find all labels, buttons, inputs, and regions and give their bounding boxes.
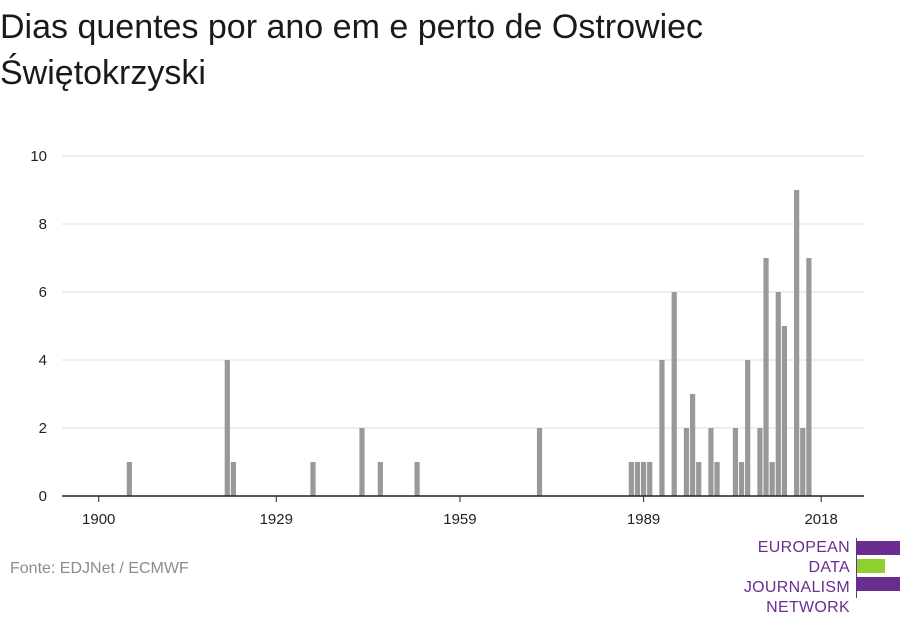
bar[interactable] — [659, 360, 665, 496]
bar[interactable] — [634, 462, 641, 496]
x-tick-label: 2018 — [804, 511, 837, 528]
bar[interactable] — [683, 428, 690, 496]
logo-bar-top — [857, 541, 900, 555]
axes: 0 2 4 6 8 10 1900 1929 1959 1989 2018 — [30, 148, 864, 528]
bar[interactable] — [806, 258, 812, 496]
bar[interactable] — [794, 190, 800, 496]
bar[interactable] — [536, 428, 543, 496]
logo-line-1: EUROPEAN — [757, 539, 850, 556]
bar[interactable] — [745, 360, 751, 496]
logo-bar-middle — [857, 559, 885, 573]
y-tick-label: 6 — [39, 284, 47, 301]
bar[interactable] — [671, 292, 677, 496]
source-note: Fonte: EDJNet / ECMWF — [10, 560, 189, 577]
bar[interactable] — [769, 462, 775, 496]
x-tick-label: 1900 — [82, 511, 115, 528]
chart-title: Dias quentes por ano em e perto de Ostro… — [0, 8, 704, 92]
bar[interactable] — [757, 428, 763, 496]
bar[interactable] — [647, 462, 653, 496]
bar[interactable] — [310, 462, 316, 496]
bar[interactable] — [359, 428, 365, 496]
bar[interactable] — [126, 462, 132, 496]
chart-canvas: 0 2 4 6 8 10 1900 1929 1959 1989 2018 — [30, 148, 864, 528]
x-tick-label: 1929 — [260, 511, 293, 528]
logo-text: EUROPEAN DATA JOURNALISM NETWORK — [700, 538, 850, 618]
y-tick-label: 2 — [39, 420, 47, 437]
y-tick-label: 0 — [39, 488, 47, 505]
bar[interactable] — [775, 292, 781, 496]
edjnet-logo[interactable]: EUROPEAN DATA JOURNALISM NETWORK — [700, 538, 900, 616]
bar[interactable] — [696, 462, 702, 496]
y-tick-label: 4 — [39, 352, 47, 369]
bar[interactable] — [230, 462, 237, 496]
bar[interactable] — [377, 462, 383, 496]
bar[interactable] — [781, 326, 788, 496]
bar[interactable] — [800, 428, 806, 496]
logo-bar-bottom — [857, 577, 900, 591]
logo-line-2: DATA JOURNALISM — [743, 559, 850, 596]
x-tick-label: 1959 — [443, 511, 476, 528]
bar[interactable] — [714, 462, 720, 496]
logo-line-3: NETWORK — [766, 599, 850, 616]
logo-divider — [856, 538, 857, 598]
bar[interactable] — [732, 428, 739, 496]
y-tick-label: 10 — [30, 148, 47, 165]
bar[interactable] — [224, 360, 230, 496]
bar[interactable] — [641, 462, 647, 496]
x-tick-label: 1989 — [627, 511, 660, 528]
y-tick-label: 8 — [39, 216, 47, 233]
bar[interactable] — [708, 428, 714, 496]
bar[interactable] — [689, 394, 696, 496]
bar[interactable] — [738, 462, 745, 496]
bars — [126, 190, 812, 496]
bar[interactable] — [414, 462, 420, 496]
gridlines — [62, 155, 864, 429]
bar[interactable] — [628, 462, 634, 496]
bar[interactable] — [763, 258, 769, 496]
